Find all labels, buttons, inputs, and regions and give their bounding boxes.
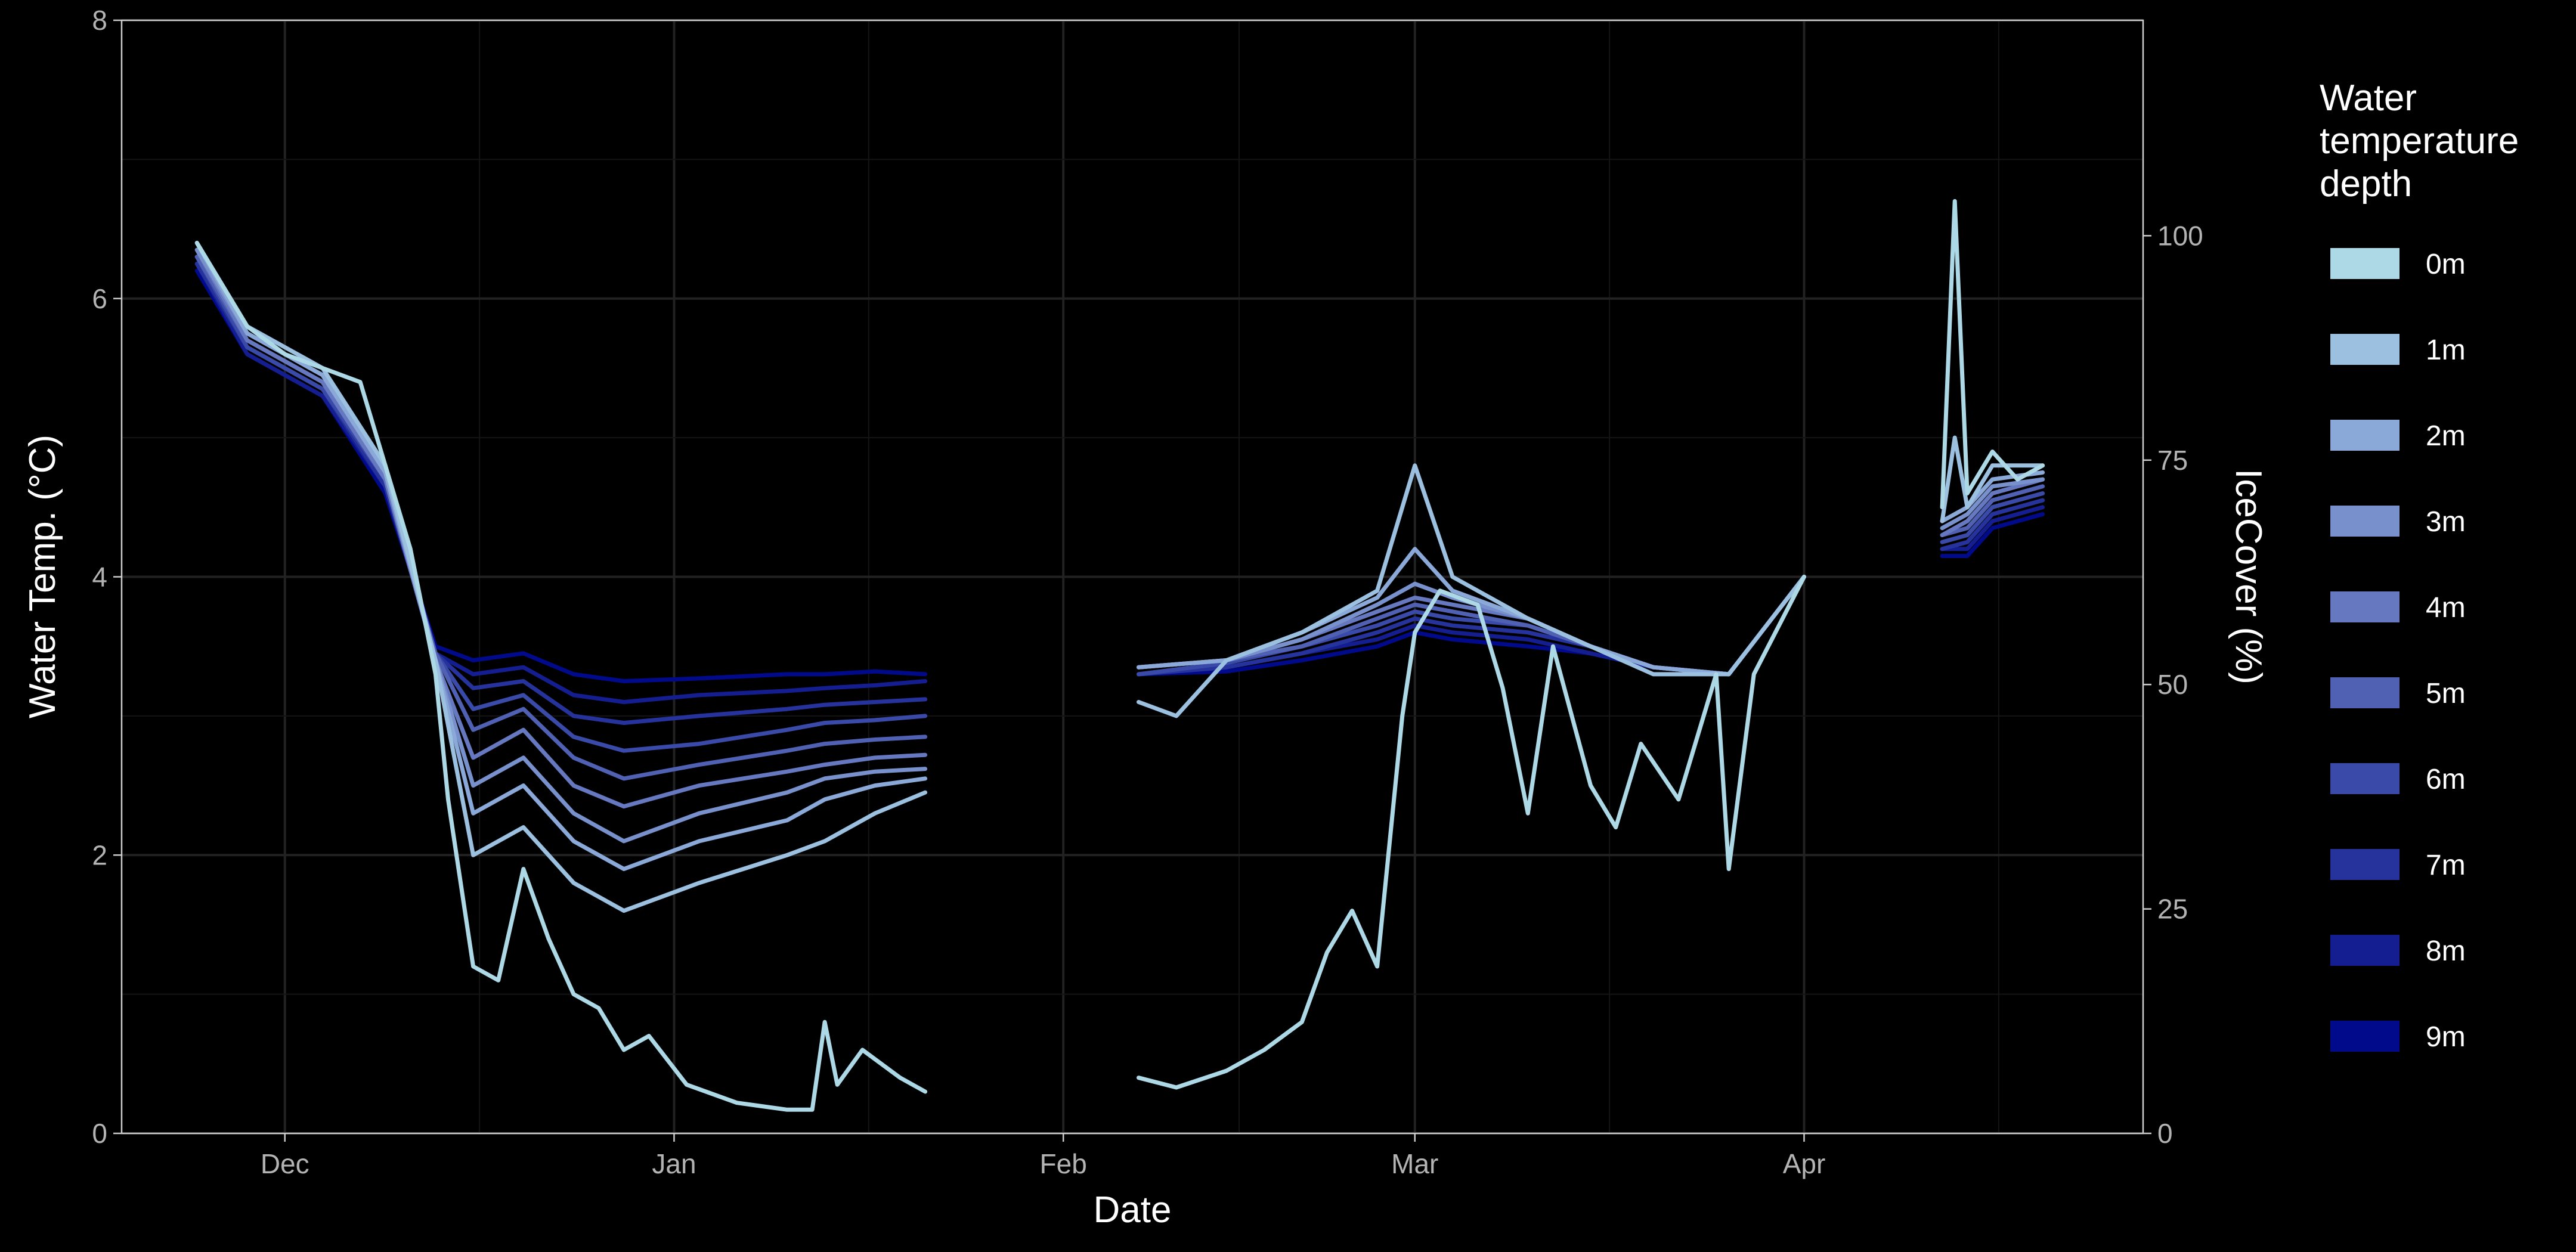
legend-title-line-1: Water xyxy=(2320,78,2417,119)
y-axis-title: Water Temp. (°C) xyxy=(22,435,63,718)
series-line-6m xyxy=(194,255,928,753)
y2-tick-label: 50 xyxy=(2157,669,2188,700)
x-axis-title: Date xyxy=(1094,1189,1172,1231)
series-line-8m xyxy=(1940,505,2045,551)
legend-swatch-7m xyxy=(2330,849,2399,880)
series-line-4m xyxy=(194,247,928,809)
legend-label-2m: 2m xyxy=(2426,420,2466,452)
x-tick-label: Dec xyxy=(261,1148,309,1179)
legend-swatch-1m xyxy=(2330,334,2399,365)
series-line-0m xyxy=(194,240,928,1112)
legend-title-line-3: depth xyxy=(2320,163,2412,204)
axes: Dec Jan Feb Mar Apr 0 2 4 6 8 0 25 50 75 100 xyxy=(92,5,2203,1179)
legend-title-line-2: temperature xyxy=(2320,120,2519,162)
x-tick-label: Apr xyxy=(1783,1148,1826,1179)
legend-label-3m: 3m xyxy=(2426,506,2466,538)
y2-tick-label: 75 xyxy=(2157,445,2188,476)
legend-swatch-6m xyxy=(2330,763,2399,794)
y-tick-label: 0 xyxy=(92,1118,107,1149)
series-line-0m xyxy=(1137,575,1806,1090)
series-line-9m xyxy=(1940,512,2045,558)
series-line-7m xyxy=(1940,498,2045,551)
legend: Water temperature depth 0m 1m 2m 3m 4m 5m 6m 7m… xyxy=(2320,78,2519,1053)
x-tick-label: Mar xyxy=(1391,1148,1438,1179)
series-line-3m xyxy=(1940,477,2045,531)
series-line-0m xyxy=(1940,199,2045,510)
legend-label-1m: 1m xyxy=(2426,334,2466,366)
legend-label-0m: 0m xyxy=(2426,249,2466,280)
y2-tick-label: 0 xyxy=(2157,1118,2173,1149)
legend-label-6m: 6m xyxy=(2426,764,2466,795)
series-line-8m xyxy=(194,261,928,704)
x-tick-label: Jan xyxy=(652,1148,696,1179)
legend-swatch-5m xyxy=(2330,677,2399,708)
legend-swatch-9m xyxy=(2330,1021,2399,1052)
y2-tick-label: 100 xyxy=(2157,220,2203,251)
y-tick-label: 8 xyxy=(92,5,107,36)
legend-label-5m: 5m xyxy=(2426,678,2466,709)
y-tick-label: 2 xyxy=(92,839,107,870)
legend-swatch-8m xyxy=(2330,935,2399,966)
series-lines xyxy=(194,199,2045,1112)
legend-swatch-0m xyxy=(2330,248,2399,279)
legend-swatch-4m xyxy=(2330,591,2399,622)
series-line-5m xyxy=(1940,484,2045,537)
series-line-6m xyxy=(1940,491,2045,544)
series-line-4m xyxy=(1940,477,2045,537)
series-line-1m xyxy=(194,240,928,913)
y2-tick-label: 25 xyxy=(2157,894,2188,925)
series-line-2m xyxy=(194,240,928,872)
y2-axis-title: IceCover (%) xyxy=(2228,469,2269,684)
series-line-1m xyxy=(1940,435,2045,523)
y-tick-label: 6 xyxy=(92,283,107,314)
legend-label-7m: 7m xyxy=(2426,850,2466,881)
legend-label-8m: 8m xyxy=(2426,935,2466,967)
legend-label-9m: 9m xyxy=(2426,1021,2466,1053)
x-tick-label: Feb xyxy=(1040,1148,1087,1179)
legend-swatch-3m xyxy=(2330,506,2399,537)
series-line-2m xyxy=(1940,470,2045,523)
series-line-1m xyxy=(1137,463,1806,718)
legend-items: 0m 1m 2m 3m 4m 5m 6m 7m 8m 9m xyxy=(2330,248,2466,1053)
legend-swatch-2m xyxy=(2330,420,2399,451)
legend-label-4m: 4m xyxy=(2426,592,2466,624)
y-tick-label: 4 xyxy=(92,562,107,593)
